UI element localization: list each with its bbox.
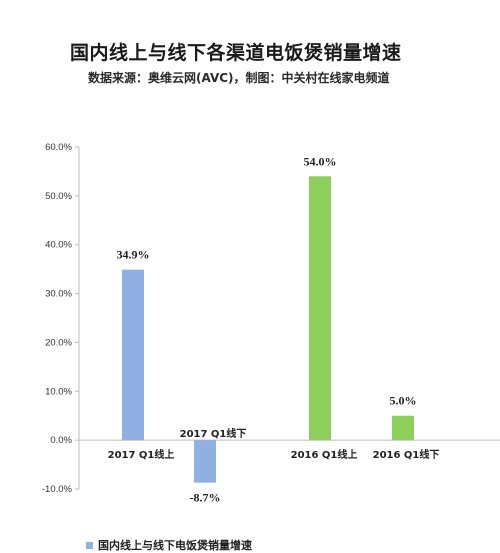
x-category-label: 2016 Q1线下 <box>373 448 440 461</box>
data-label: 5.0% <box>390 394 417 408</box>
chart-labels: 34.9% 2017 Q1线上 -8.7% 2017 Q1线下 54.0% 2016 Q1… <box>108 154 440 504</box>
chart-axes: -10.0% 0.0% 10.0% 20.0% 30.0% 40.0% 50.0% 60.0% <box>42 142 500 495</box>
x-category-label: 2016 Q1线上 <box>291 448 358 461</box>
x-category-label: 2017 Q1线上 <box>108 448 175 461</box>
data-label: 54.0% <box>304 154 337 168</box>
y-tick-label: 60.0% <box>45 142 72 153</box>
legend-label: 国内线上与线下电饭煲销量增速 <box>98 539 252 552</box>
chart-subtitle: 数据来源：奥维云网(AVC)，制图：中关村在线家电频道 <box>88 71 390 85</box>
y-tick-label: 10.0% <box>45 386 72 397</box>
bar <box>392 415 414 441</box>
legend-swatch <box>86 541 93 549</box>
chart-bars <box>122 176 414 483</box>
bar <box>309 176 331 441</box>
data-label: 34.9% <box>117 248 150 262</box>
y-tick-label: -10.0% <box>42 484 73 495</box>
y-tick-label: 20.0% <box>45 337 72 348</box>
chart-legend: 国内线上与线下电饭煲销量增速 <box>86 537 252 553</box>
y-tick-label: 0.0% <box>50 435 72 446</box>
chart-title: 国内线上与线下各渠道电饭煲销量增速 <box>70 42 402 64</box>
y-tick-label: 40.0% <box>45 240 72 251</box>
bar <box>194 440 216 483</box>
data-label: -8.7% <box>190 491 221 505</box>
y-tick-label: 30.0% <box>45 289 72 300</box>
bar <box>122 269 144 441</box>
x-category-label: 2017 Q1线下 <box>180 427 247 440</box>
y-tick-label: 50.0% <box>45 191 72 202</box>
